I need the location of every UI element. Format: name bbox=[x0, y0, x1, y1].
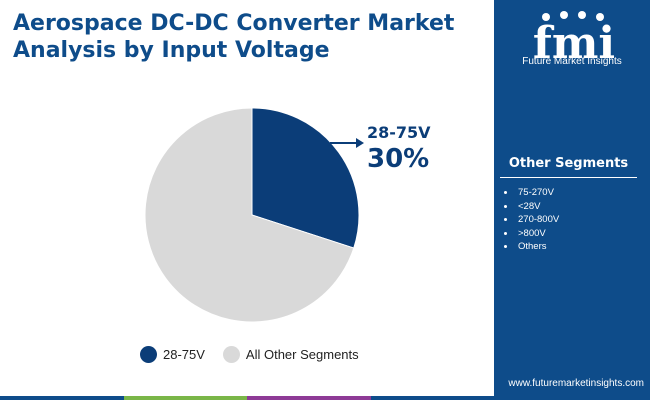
segment-item: 75-270V bbox=[504, 186, 559, 200]
chart-title: Aerospace DC-DC Converter Market Analysi… bbox=[13, 11, 455, 63]
logo-icons bbox=[542, 11, 604, 21]
logo-letters: fmi bbox=[533, 18, 615, 69]
legend-swatch-28-75v bbox=[140, 346, 157, 363]
bullet-icon bbox=[504, 231, 507, 235]
legend-label-all-other-segments: All Other Segments bbox=[245, 347, 359, 362]
segment-label: <28V bbox=[518, 200, 541, 212]
other-segments-title: Other Segments bbox=[500, 156, 637, 178]
bottom-color-bar bbox=[0, 396, 494, 400]
brand-name: Future Market Insights bbox=[522, 56, 622, 67]
bullet-icon bbox=[504, 191, 507, 195]
segment-label: 270-800V bbox=[518, 214, 560, 225]
pie-slices bbox=[144, 107, 360, 323]
website-url: www.futuremarketinsights.com bbox=[508, 378, 644, 389]
segment-label: 75-270V bbox=[518, 187, 554, 198]
bottom-bar-segment-3 bbox=[247, 396, 371, 400]
callout-arrow-head bbox=[356, 138, 364, 148]
bullet-icon bbox=[504, 245, 507, 249]
pie-chart: 28-75V 30% bbox=[144, 107, 431, 323]
fmi-logo: fmi bbox=[533, 11, 615, 69]
bottom-bar-segment-4 bbox=[370, 396, 494, 400]
chart-legend: 28-75V All Other Segments bbox=[140, 346, 377, 363]
sidebar-panel: fmi Future Market Insights Other Segment… bbox=[494, 0, 650, 400]
legend-item-all-other-segments: All Other Segments bbox=[222, 346, 359, 363]
bottom-bar-segment-2 bbox=[123, 396, 247, 400]
legend-label-28-75v: 28-75V bbox=[163, 347, 205, 362]
segment-item: <28V bbox=[504, 200, 559, 214]
bottom-bar-segment-1 bbox=[0, 396, 124, 400]
segment-label: >800V bbox=[518, 227, 546, 239]
segment-item: >800V bbox=[504, 227, 559, 241]
pie-slice-28-75v bbox=[251, 107, 360, 249]
pie-slice-all-other-segments bbox=[144, 107, 355, 323]
other-segments-list: 75-270V <28V 270-800V >800V Others bbox=[504, 186, 559, 254]
callout-label: 28-75V bbox=[367, 123, 431, 142]
legend-swatch-all-other-segments bbox=[222, 346, 240, 363]
segment-item: 270-800V bbox=[504, 213, 559, 227]
bullet-icon bbox=[504, 218, 507, 222]
segment-item: Others bbox=[504, 240, 559, 254]
bullet-icon bbox=[504, 204, 507, 208]
legend-item-28-75v: 28-75V bbox=[140, 346, 205, 363]
callout: 28-75V 30% bbox=[330, 123, 431, 174]
segment-label: Others bbox=[518, 241, 547, 252]
callout-value: 30% bbox=[367, 144, 429, 174]
